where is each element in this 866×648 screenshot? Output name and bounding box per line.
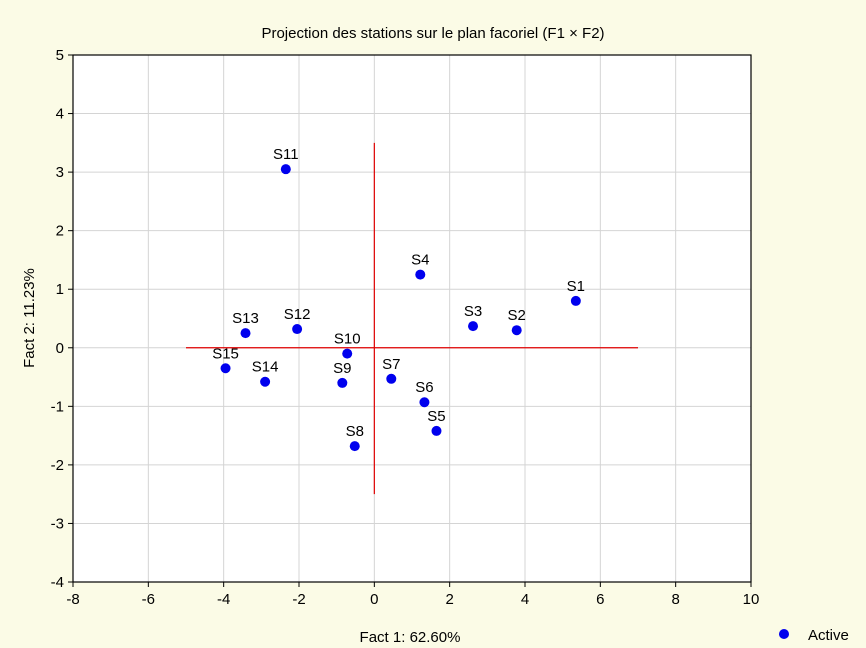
point-label-s5: S5 [427, 408, 445, 425]
point-label-s9: S9 [333, 360, 351, 377]
y-axis-label: Fact 2: 11.23% [21, 268, 38, 368]
point-label-s12: S12 [284, 306, 311, 323]
y-tick-label: 3 [56, 164, 64, 181]
point-label-s6: S6 [415, 379, 433, 396]
data-point-s9 [337, 377, 348, 388]
data-point-s3 [468, 321, 479, 332]
x-tick-label: 6 [596, 591, 604, 608]
y-tick-label: -2 [51, 457, 64, 474]
point-label-s13: S13 [232, 310, 259, 327]
point-label-s4: S4 [411, 252, 429, 269]
y-tick-label: -1 [51, 398, 64, 415]
point-label-s15: S15 [212, 345, 239, 362]
y-tick-label: 2 [56, 223, 64, 240]
data-point-s15 [220, 363, 231, 374]
data-point-s7 [386, 373, 397, 384]
point-label-s11: S11 [273, 146, 299, 163]
point-label-s2: S2 [508, 307, 526, 324]
point-label-s3: S3 [464, 303, 482, 320]
x-axis-label: Fact 1: 62.60% [360, 629, 461, 646]
x-tick-label: -8 [66, 591, 79, 608]
data-point-s8 [349, 441, 360, 452]
x-tick-label: -2 [292, 591, 305, 608]
point-label-s14: S14 [252, 359, 279, 376]
data-point-s13 [240, 328, 251, 339]
y-tick-label: 4 [56, 106, 64, 123]
y-tick-label: 0 [56, 340, 64, 357]
data-point-s12 [292, 324, 303, 335]
point-label-s1: S1 [567, 278, 585, 295]
data-point-s4 [415, 269, 426, 280]
x-tick-label: 8 [671, 591, 679, 608]
legend: Active [779, 627, 849, 644]
data-points: S1 S2 S3 S4 S5 S6 S7 S8 S9 S10 S11 S12 S13 S14 S15 [212, 146, 585, 452]
x-tick-label: 0 [370, 591, 378, 608]
axis-ticks: -8 -6 -4 -2 0 2 4 6 8 10 -4 -3 -2 -1 0 1 2 3 4 5 [51, 47, 760, 608]
plot-area [73, 55, 751, 582]
data-point-s2 [511, 325, 522, 336]
data-point-s5 [431, 425, 442, 436]
x-tick-label: 4 [521, 591, 529, 608]
data-point-s10 [342, 348, 353, 359]
data-point-s6 [419, 397, 430, 408]
point-label-s7: S7 [382, 356, 400, 373]
y-tick-label: -4 [51, 574, 64, 591]
y-tick-label: 1 [56, 281, 64, 298]
x-tick-label: -6 [142, 591, 155, 608]
x-tick-label: 10 [743, 591, 760, 608]
point-label-s8: S8 [346, 423, 364, 440]
x-tick-label: -4 [217, 591, 230, 608]
x-tick-label: 2 [445, 591, 453, 608]
plot-frame [72, 54, 752, 583]
chart-title: Projection des stations sur le plan faco… [261, 25, 604, 42]
y-tick-label: 5 [56, 47, 64, 64]
data-point-s1 [570, 295, 581, 306]
data-point-s11 [280, 164, 291, 175]
legend-label: Active [808, 627, 849, 644]
point-label-s10: S10 [334, 331, 361, 348]
legend-marker [779, 629, 789, 639]
data-point-s14 [260, 376, 271, 387]
reference-lines [186, 142, 638, 495]
y-tick-label: -3 [51, 515, 64, 532]
